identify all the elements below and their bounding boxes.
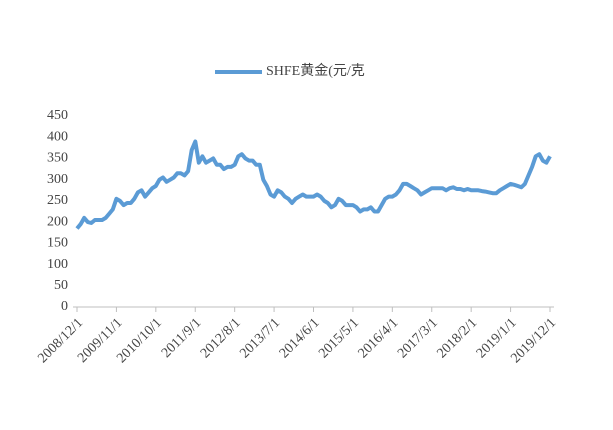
y-tick-label: 300 bbox=[47, 172, 68, 187]
x-tick-label: 2017/3/1 bbox=[395, 315, 441, 361]
y-tick-label: 150 bbox=[47, 236, 68, 251]
series-line bbox=[75, 139, 552, 230]
x-tick-label: 2011/9/1 bbox=[159, 315, 204, 360]
y-tick-label: 200 bbox=[47, 214, 68, 229]
x-tick-label: 2014/6/1 bbox=[277, 315, 323, 361]
x-tick-label: 2012/8/1 bbox=[198, 315, 244, 361]
y-tick-label: 0 bbox=[61, 299, 68, 314]
legend-label: SHFE黄金(元/克 bbox=[266, 62, 365, 79]
x-tick-label: 2016/4/1 bbox=[356, 315, 402, 361]
y-tick-label: 350 bbox=[47, 151, 68, 166]
y-tick-label: 450 bbox=[47, 108, 68, 123]
y-tick-label: 50 bbox=[54, 278, 68, 293]
y-tick-label: 250 bbox=[47, 193, 68, 208]
x-tick-label: 2015/5/1 bbox=[316, 315, 362, 361]
x-tick-label: 2013/7/1 bbox=[237, 315, 283, 361]
x-tick-label: 2018/2/1 bbox=[434, 315, 480, 361]
y-tick-label: 100 bbox=[47, 257, 68, 272]
y-tick-label: 400 bbox=[47, 129, 68, 144]
